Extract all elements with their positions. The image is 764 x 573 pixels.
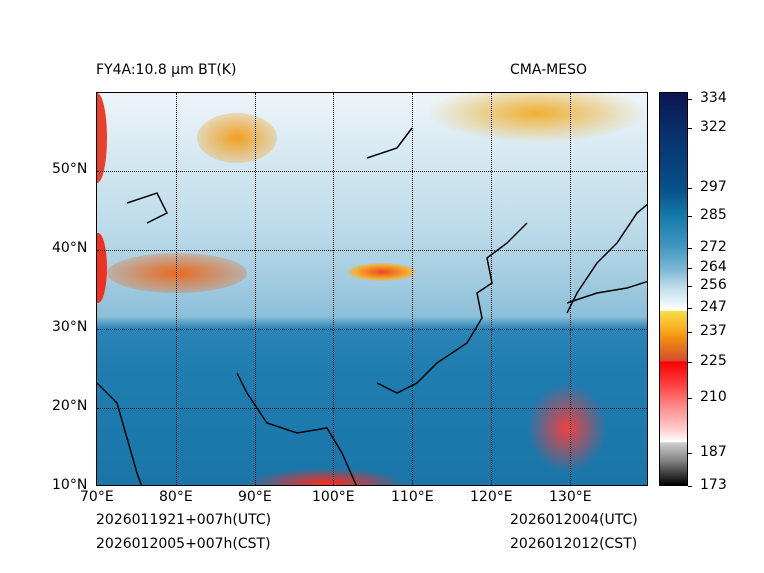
lat-label: 50°N [52, 161, 88, 177]
valid-time-cst: 2026012012(CST) [510, 536, 638, 552]
colorbar-tick-label: 225 [700, 353, 727, 369]
lat-label: 30°N [52, 319, 88, 335]
colorbar-tick-label: 285 [700, 207, 727, 223]
lat-label: 20°N [52, 398, 88, 414]
valid-time-utc: 2026012004(UTC) [510, 512, 638, 528]
lon-label: 130°E [549, 489, 592, 505]
colorbar-tick [688, 128, 692, 129]
colorbar-tick-label: 272 [700, 239, 727, 255]
cloud-patch [427, 93, 647, 143]
colorbar-tick [688, 398, 692, 399]
cloud-patch [527, 383, 607, 473]
colorbar-tick [688, 308, 692, 309]
lon-label: 90°E [238, 489, 272, 505]
model-name: CMA-MESO [510, 62, 588, 78]
colorbar-tick-label: 173 [700, 477, 727, 493]
coastlines [97, 127, 647, 485]
colorbar-tick [688, 99, 692, 100]
colorbar-tick [688, 216, 692, 217]
lon-label: 70°E [80, 489, 114, 505]
cloud-patch [107, 253, 247, 293]
satellite-map [96, 92, 648, 486]
colorbar-tick [688, 486, 692, 487]
colorbar-tick-label: 187 [700, 444, 727, 460]
cloud-patch [97, 93, 107, 183]
colorbar-tick-label: 297 [700, 179, 727, 195]
cloud-patch [347, 263, 417, 281]
lon-label: 120°E [470, 489, 513, 505]
lon-label: 80°E [159, 489, 193, 505]
init-time-utc: 2026011921+007h(UTC) [96, 512, 272, 528]
colorbar-tick [688, 286, 692, 287]
colorbar-tick [688, 268, 692, 269]
colorbar-tick [688, 248, 692, 249]
cloud-patch [197, 113, 277, 163]
lon-label: 100°E [312, 489, 355, 505]
colorbar-tick [688, 362, 692, 363]
lat-label: 40°N [52, 240, 88, 256]
colorbar [659, 92, 688, 486]
colorbar-tick [688, 453, 692, 454]
colorbar-tick [688, 188, 692, 189]
cloud-patch [247, 468, 407, 485]
lon-label: 110°E [391, 489, 434, 505]
colorbar-tick-label: 264 [700, 259, 727, 275]
colorbar-tick-label: 247 [700, 299, 727, 315]
colorbar-tick-label: 322 [700, 119, 727, 135]
colorbar-tick-label: 210 [700, 389, 727, 405]
colorbar-tick-label: 256 [700, 277, 727, 293]
colorbar-tick [688, 332, 692, 333]
init-time-cst: 2026012005+007h(CST) [96, 536, 271, 552]
lat-label: 10°N [52, 477, 88, 493]
map-title: FY4A:10.8 µm BT(K) [96, 62, 237, 78]
colorbar-tick-label: 237 [700, 323, 727, 339]
colorbar-tick-label: 334 [700, 90, 727, 106]
cloud-patch [97, 233, 107, 303]
